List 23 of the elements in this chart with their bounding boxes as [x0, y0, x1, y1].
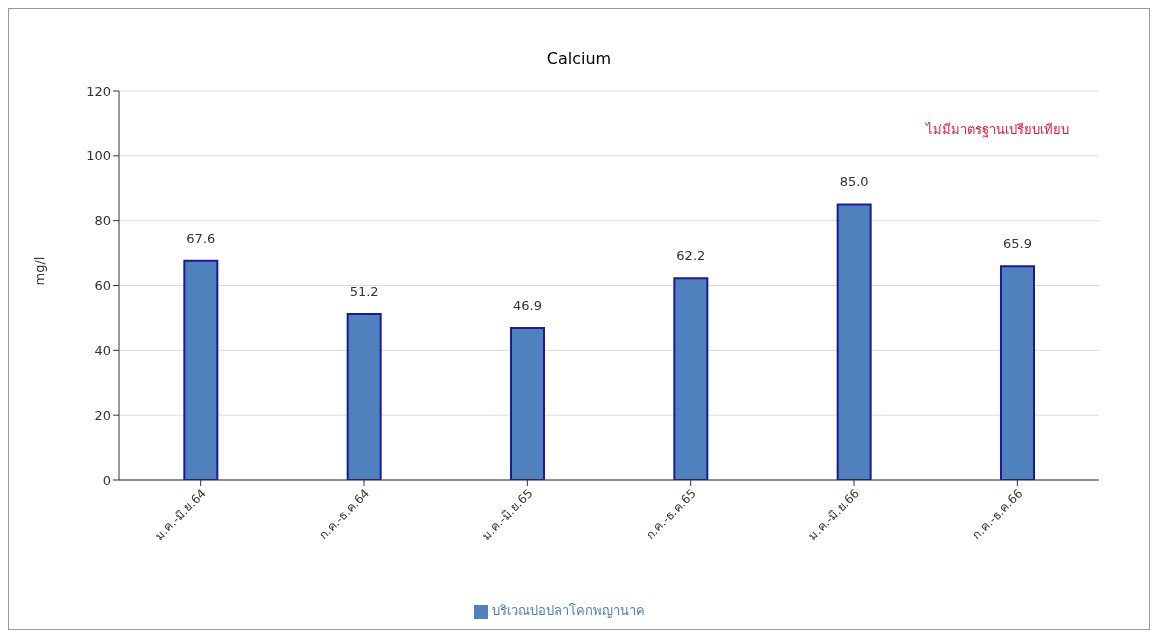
bar [346, 313, 382, 480]
y-tick-label: 40 [94, 342, 111, 358]
bar [673, 277, 709, 480]
y-tick-label: 0 [102, 472, 111, 488]
y-tick-label: 20 [94, 407, 111, 423]
bar [836, 203, 872, 480]
data-label: 67.6 [186, 230, 216, 246]
data-label: 62.2 [676, 248, 706, 264]
y-tick-label: 80 [94, 213, 111, 229]
data-label: 85.0 [839, 174, 869, 190]
y-axis-title: mg/l [31, 256, 47, 286]
y-tick-label: 100 [86, 148, 111, 164]
bar [183, 259, 219, 480]
data-label: 51.2 [349, 284, 379, 300]
bar [1000, 265, 1035, 480]
y-tick-label: 120 [86, 83, 111, 99]
legend-label: บริเวณบ่อปลาโคกพญานาค [491, 603, 645, 618]
y-tick-label: 60 [94, 278, 111, 294]
chart-title: Calcium [545, 49, 613, 70]
data-label: 46.9 [513, 297, 542, 313]
bar [510, 326, 545, 480]
data-label: 65.9 [1003, 236, 1032, 252]
annotation: ไม่มีมาตรฐานเปรียบเทียบ [926, 121, 1069, 140]
